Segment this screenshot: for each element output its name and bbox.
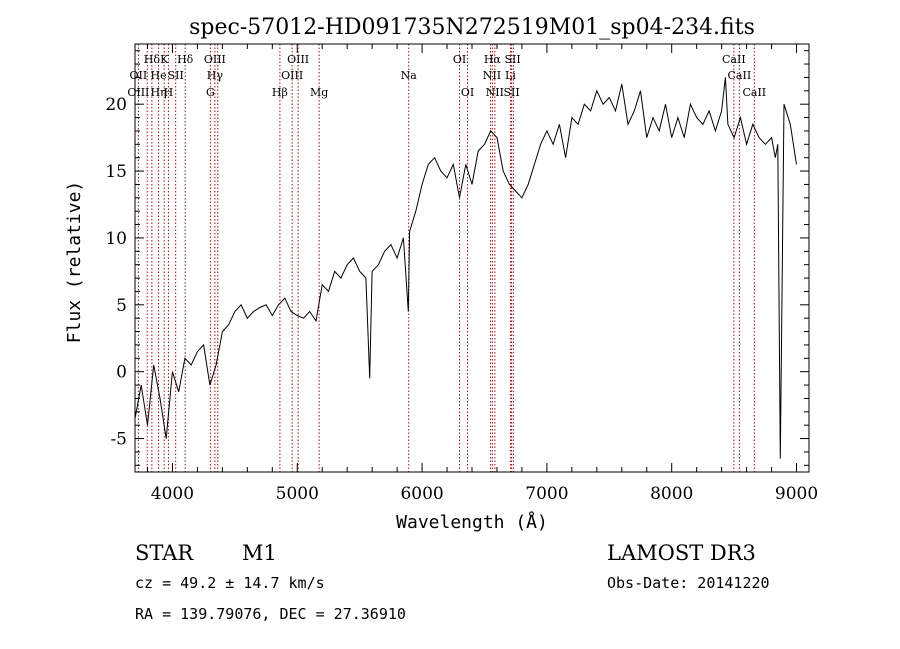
spectrum-line — [134, 77, 797, 459]
x-tick-label-3: 7000 — [525, 484, 568, 504]
y-tick-label-1: 0 — [116, 363, 127, 383]
line-label-22: Hβ — [272, 86, 288, 99]
line-label-10: He — [151, 69, 167, 82]
redshift-velocity: cz = 49.2 ± 14.7 km/s — [135, 574, 325, 592]
line-label-17: CaII — [728, 69, 752, 82]
x-tick-label-1: 5000 — [276, 484, 319, 504]
x-tick-label-0: 4000 — [151, 484, 194, 504]
y-tick-label-3: 10 — [105, 229, 127, 249]
line-label-4: OIII — [287, 53, 309, 66]
line-label-20: H — [164, 86, 174, 99]
line-label-16: Li — [505, 69, 516, 82]
x-tick-label-4: 8000 — [650, 484, 693, 504]
line-label-3: OIII — [204, 53, 226, 66]
x-axis-ticks: 4000 5000 6000 7000 8000 9000 — [146, 44, 818, 504]
coordinates: RA = 139.79076, DEC = 27.36910 — [135, 605, 406, 623]
chart-title: spec-57012-HD091735N272519M01_sp04-234.f… — [189, 15, 755, 40]
line-label-7: SII — [504, 53, 520, 66]
y-tick-label-4: 15 — [105, 162, 127, 182]
line-label-15: NII — [483, 69, 501, 82]
observation-date: Obs-Date: 20141220 — [607, 574, 770, 592]
line-label-1: K — [160, 53, 169, 66]
object-subclass: M1 — [242, 541, 277, 565]
line-label-25: NII — [486, 86, 504, 99]
object-type: STAR — [135, 541, 194, 565]
line-label-0: Hδ — [144, 53, 161, 66]
line-label-18: OIII — [127, 86, 149, 99]
line-label-8: CaII — [722, 53, 746, 66]
line-label-11: SII — [168, 69, 184, 82]
survey-name: LAMOST DR3 — [607, 541, 756, 565]
line-label-13: OIII — [281, 69, 303, 82]
line-label-2: Hδ — [177, 53, 194, 66]
line-label-21: G — [206, 86, 215, 99]
line-label-26: SII — [503, 86, 519, 99]
line-label-23: Mg — [310, 86, 328, 99]
line-label-24: OI — [461, 86, 474, 99]
y-axis-ticks: -5 0 5 10 15 20 — [105, 50, 809, 466]
y-tick-label-5: 20 — [105, 95, 127, 115]
line-label-14: Na — [401, 69, 418, 82]
y-tick-label-2: 5 — [116, 296, 127, 316]
line-label-12: Hγ — [207, 69, 224, 82]
x-axis-label: Wavelength (Å) — [396, 511, 548, 533]
line-label-19: Hη — [150, 86, 166, 99]
line-label-27: CaII — [742, 86, 766, 99]
x-tick-label-2: 6000 — [400, 484, 443, 504]
line-label-6: Hα — [484, 53, 502, 66]
line-label-9: OII — [130, 69, 148, 82]
y-axis-label: Flux (relative) — [64, 181, 85, 344]
y-tick-label-0: -5 — [110, 430, 127, 450]
line-label-5: OI — [453, 53, 466, 66]
x-tick-label-5: 9000 — [775, 484, 818, 504]
